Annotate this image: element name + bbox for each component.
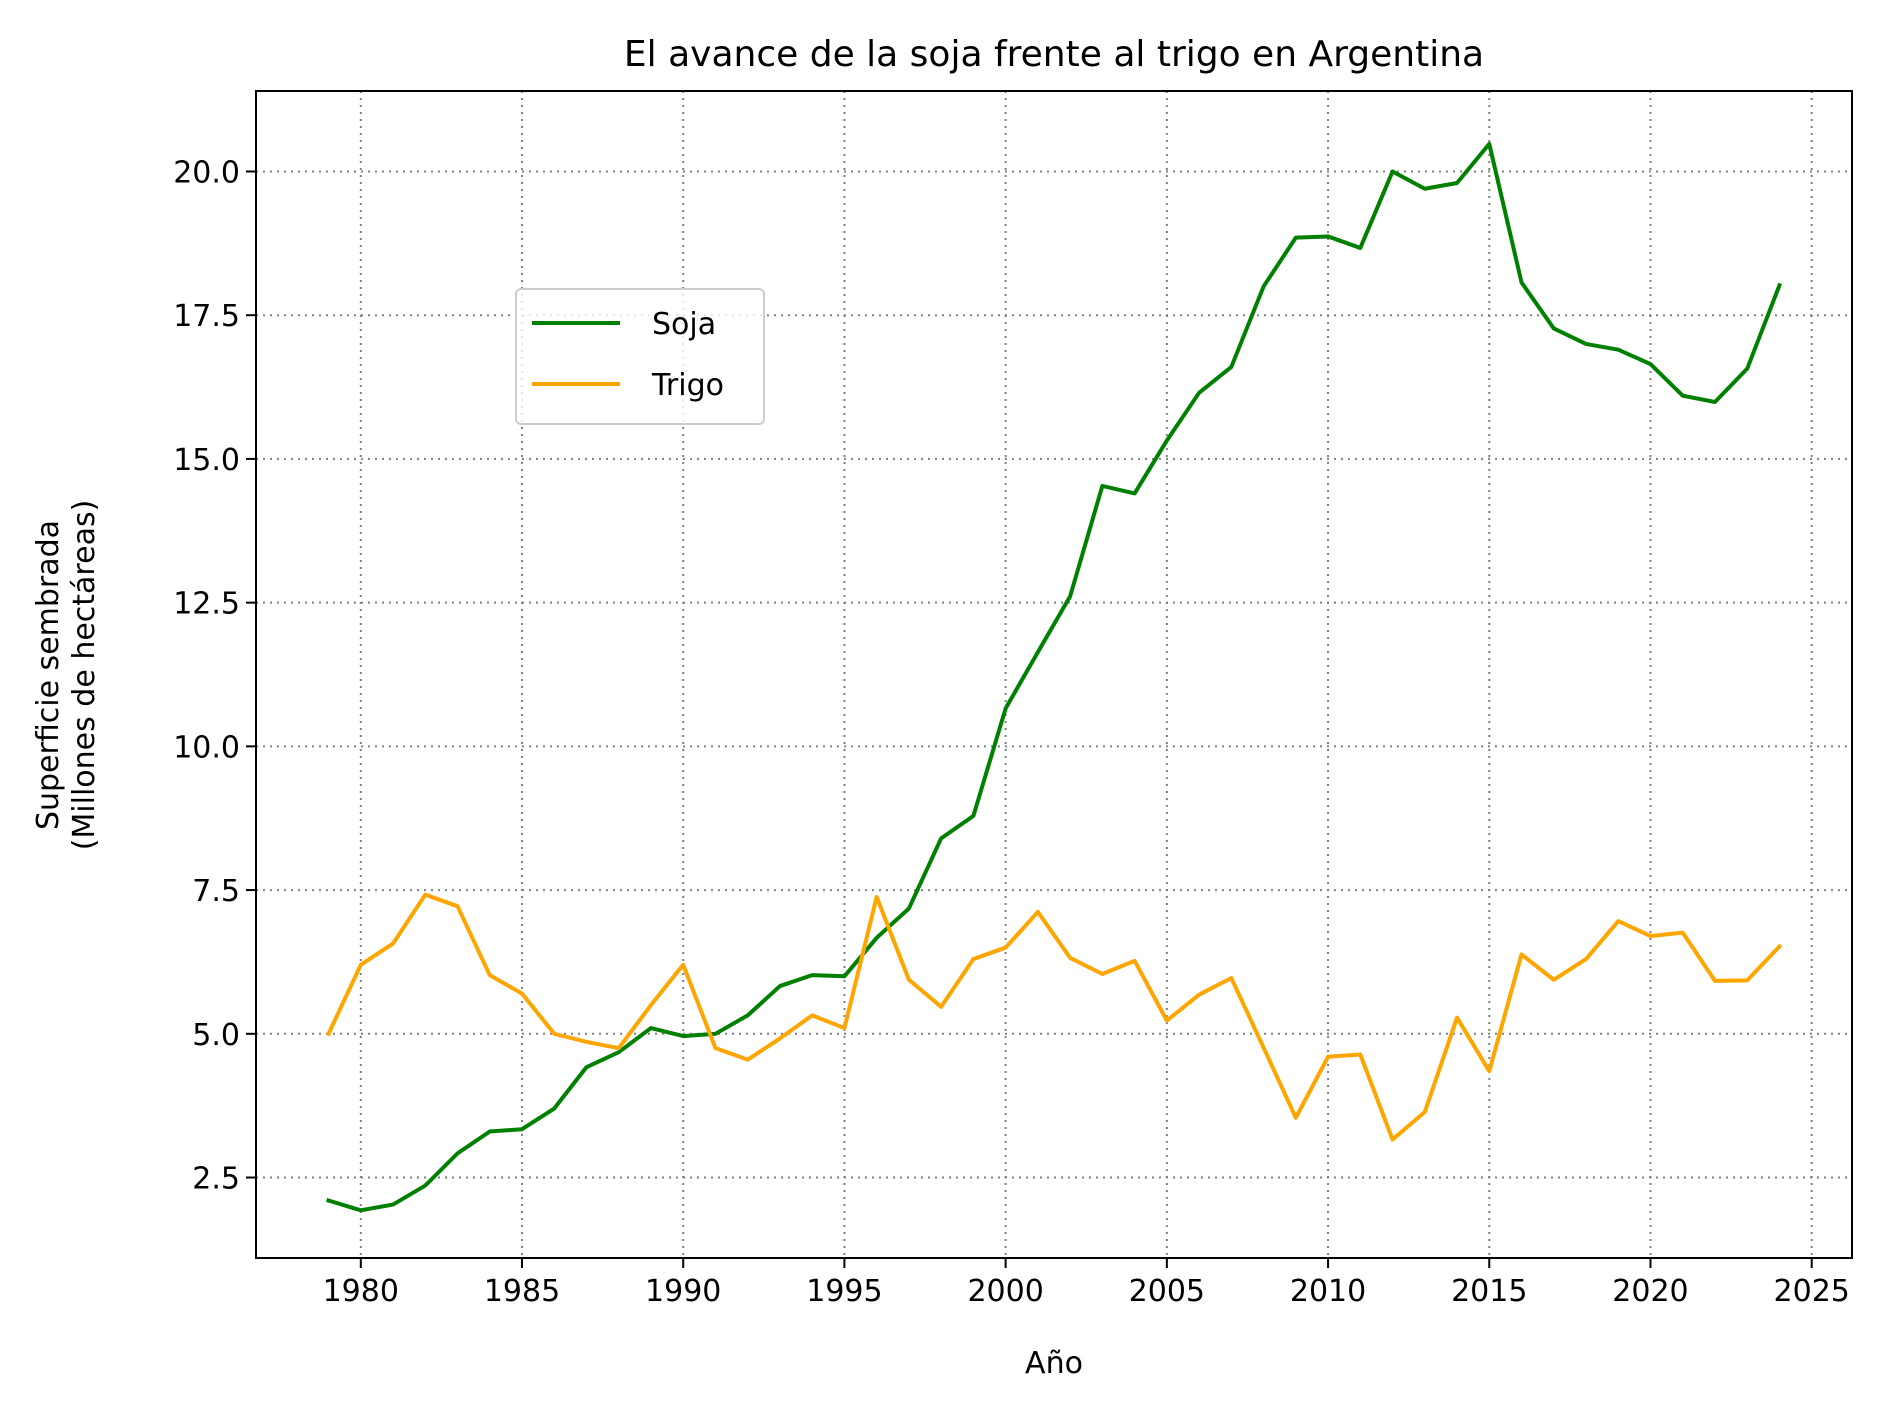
y-tick-label-2: 7.5 <box>192 874 240 909</box>
legend: Soja Trigo <box>515 288 765 425</box>
y-axis-ticks: 2.5 5.0 7.5 10.0 12.5 15.0 17.5 20.0 <box>173 155 256 1197</box>
x-tick-label-1980: 1980 <box>323 1274 399 1309</box>
plot-area-frame <box>255 90 1853 1259</box>
x-tick-label-2020: 2020 <box>1612 1274 1688 1309</box>
x-tick-label-1995: 1995 <box>806 1274 882 1309</box>
y-tick-label-3: 10.0 <box>173 730 240 765</box>
y-tick-label-0: 2.5 <box>192 1162 240 1197</box>
x-tick-label-1990: 1990 <box>645 1274 721 1309</box>
x-tick-label-2015: 2015 <box>1451 1274 1527 1309</box>
legend-label-trigo: Trigo <box>651 368 724 403</box>
x-tick-label-2005: 2005 <box>1129 1274 1205 1309</box>
x-axis-ticks: 1980 1985 1990 1995 2000 2005 2010 2015 2020 2025 <box>323 1258 1850 1309</box>
y-tick-label-1: 5.0 <box>192 1018 240 1053</box>
y-axis-label: Superficie sembrada (Millones de hectáre… <box>31 500 102 851</box>
x-tick-label-2000: 2000 <box>967 1274 1043 1309</box>
y-tick-label-7: 20.0 <box>173 155 240 190</box>
x-tick-label-2025: 2025 <box>1774 1274 1850 1309</box>
y-axis-label-line-2: (Millones de hectáreas) <box>67 500 102 851</box>
series-line-trigo <box>325 892 1783 1142</box>
x-tick-label-2010: 2010 <box>1290 1274 1366 1309</box>
x-axis-label: Año <box>1025 1346 1083 1381</box>
legend-box <box>515 288 765 425</box>
y-tick-label-6: 17.5 <box>173 299 240 334</box>
y-axis-label-line-1: Superficie sembrada <box>31 520 66 830</box>
y-tick-label-5: 15.0 <box>173 443 240 478</box>
series-line-soja <box>326 141 1783 1213</box>
x-tick-label-1985: 1985 <box>484 1274 560 1309</box>
series-lines <box>325 141 1783 1213</box>
y-tick-label-4: 12.5 <box>173 587 240 622</box>
chart-title: El avance de la soja frente al trigo en … <box>624 34 1484 75</box>
legend-label-soja: Soja <box>652 307 716 342</box>
